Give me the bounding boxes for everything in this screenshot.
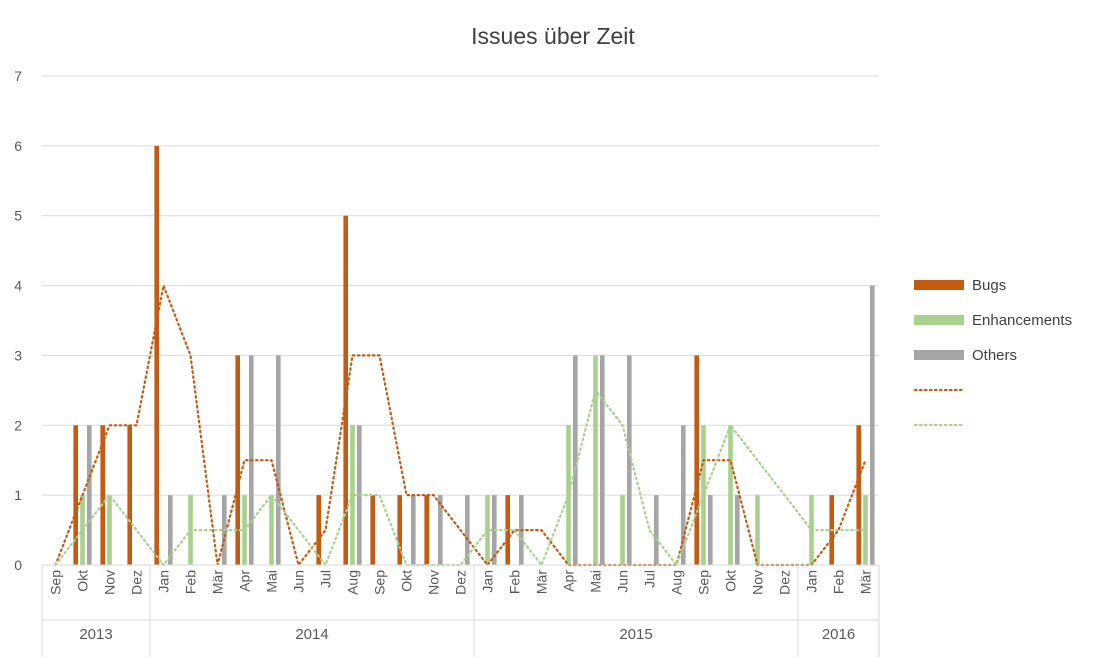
enhancements-bar bbox=[566, 425, 571, 565]
x-tick-label: Nov bbox=[426, 570, 442, 595]
bugs-bar bbox=[397, 495, 402, 565]
x-tick-label: Mär bbox=[534, 570, 550, 594]
bugs-bar bbox=[235, 355, 240, 565]
legend-label: Enhancements bbox=[972, 312, 1072, 329]
trend-line bbox=[54, 387, 867, 568]
x-tick-label: Mai bbox=[588, 570, 604, 593]
x-axis: Sep Okt Nov Dez Jan Feb Mär Apr Mai Jun Jul Aug Sep O… bbox=[41, 564, 880, 657]
enhancements-bar bbox=[620, 495, 625, 565]
y-tick-label: 3 bbox=[14, 347, 22, 363]
bugs-bar bbox=[343, 215, 348, 565]
bugs-bar bbox=[370, 495, 375, 565]
x-tick-label: Apr bbox=[561, 570, 577, 592]
x-tick-label: Apr bbox=[237, 570, 253, 592]
x-tick-label: Mai bbox=[264, 570, 280, 593]
bugs-bar bbox=[856, 425, 861, 565]
x-tick-label: Jan bbox=[156, 570, 172, 593]
others-bar bbox=[411, 495, 416, 565]
others-bar bbox=[276, 355, 281, 565]
x-tick-label: Jun bbox=[291, 570, 307, 593]
others-bar bbox=[708, 495, 713, 565]
y-tick-label: 1 bbox=[14, 487, 22, 503]
legend-swatch bbox=[914, 350, 964, 360]
legend: Bugs Enhancements Others bbox=[913, 277, 1072, 427]
y-tick-label: 7 bbox=[14, 68, 22, 84]
others-bar bbox=[168, 495, 173, 565]
others-bar bbox=[465, 495, 470, 565]
x-tick-label: Jul bbox=[318, 570, 334, 588]
trend-lines bbox=[54, 281, 867, 568]
x-tick-label: Sep bbox=[372, 570, 388, 595]
year-label: 2015 bbox=[619, 626, 652, 643]
x-tick-label: Okt bbox=[723, 570, 739, 592]
x-tick-label: Feb bbox=[507, 570, 523, 594]
enhancements-bar bbox=[728, 425, 733, 565]
enhancements-bar bbox=[863, 495, 868, 565]
others-bar bbox=[600, 355, 605, 565]
x-tick-label: Feb bbox=[831, 570, 847, 594]
x-tick-label: Nov bbox=[102, 570, 118, 595]
x-tick-label: Jan bbox=[804, 570, 820, 593]
x-tick-label: Dez bbox=[129, 570, 145, 595]
others-bar bbox=[870, 285, 875, 565]
x-tick-label: Dez bbox=[777, 570, 793, 595]
others-bar bbox=[735, 495, 740, 565]
y-tick-label: 0 bbox=[14, 557, 22, 573]
x-tick-label: Mär bbox=[858, 570, 874, 594]
others-bar bbox=[681, 425, 686, 565]
bugs-bar bbox=[694, 355, 699, 565]
x-tick-label: Mär bbox=[210, 570, 226, 594]
legend-label: Bugs bbox=[972, 277, 1006, 294]
x-tick-label: Feb bbox=[183, 570, 199, 594]
year-label: 2014 bbox=[295, 626, 328, 643]
others-bar bbox=[654, 495, 659, 565]
x-tick-label: Okt bbox=[75, 570, 91, 592]
y-tick-label: 5 bbox=[14, 208, 22, 224]
bugs-bar bbox=[154, 145, 159, 565]
legend-swatch bbox=[914, 315, 964, 325]
bugs-bar bbox=[127, 425, 132, 565]
y-axis-tick-labels: 0 1 2 3 4 5 6 7 bbox=[14, 68, 22, 573]
x-tick-label: Jan bbox=[480, 570, 496, 593]
bugs-bar bbox=[424, 495, 429, 565]
others-bar bbox=[627, 355, 632, 565]
legend-swatch bbox=[914, 280, 964, 290]
others-bar bbox=[438, 495, 443, 565]
x-tick-label: Jun bbox=[615, 570, 631, 593]
enhancements-bar bbox=[269, 495, 274, 565]
others-bar bbox=[87, 425, 92, 565]
y-tick-label: 4 bbox=[14, 278, 22, 294]
gridlines bbox=[42, 75, 879, 496]
legend-label: Others bbox=[972, 347, 1017, 364]
y-tick-label: 6 bbox=[14, 138, 22, 154]
bugs-bar bbox=[100, 425, 105, 565]
x-tick-label: Nov bbox=[750, 570, 766, 595]
enhancements-bar bbox=[593, 355, 598, 565]
enhancements-bar bbox=[755, 495, 760, 565]
y-tick-label: 2 bbox=[14, 417, 22, 433]
x-tick-label: Sep bbox=[48, 570, 64, 595]
enhancements-bar bbox=[701, 425, 706, 565]
others-bar bbox=[573, 355, 578, 565]
x-tick-label: Sep bbox=[696, 570, 712, 595]
x-tick-label: Dez bbox=[453, 570, 469, 595]
enhancements-bar bbox=[107, 495, 112, 565]
year-label: 2013 bbox=[79, 626, 112, 643]
x-tick-label: Okt bbox=[399, 570, 415, 592]
year-label: 2016 bbox=[822, 626, 855, 643]
bugs-bar bbox=[73, 425, 78, 565]
x-tick-label: Aug bbox=[345, 570, 361, 595]
trend-line bbox=[54, 281, 867, 568]
x-tick-label: Jul bbox=[642, 570, 658, 588]
bugs-bar bbox=[316, 495, 321, 565]
x-tick-label: Aug bbox=[669, 570, 685, 595]
chart-title: Issues über Zeit bbox=[471, 23, 635, 49]
